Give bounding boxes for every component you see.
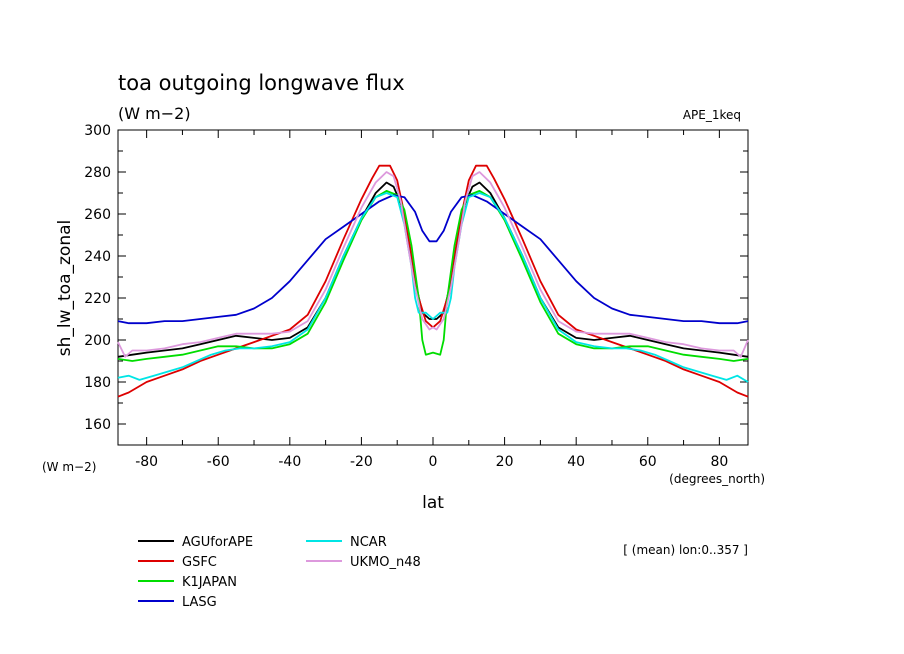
series-line-aguforape: [117, 181, 749, 358]
legend-label-lasg: LASG: [182, 595, 217, 610]
legend-label-ncar: NCAR: [350, 535, 387, 550]
y-tick-label: 180: [84, 375, 111, 391]
series-line-ncar: [117, 192, 749, 383]
legend-label-k1japan: K1JAPAN: [182, 575, 237, 590]
x-tick-label: -40: [278, 454, 301, 470]
plot-frame: [117, 129, 749, 446]
series-line-gsfc: [117, 164, 749, 398]
x-tick-label: 20: [496, 454, 514, 470]
x-tick-label: 80: [710, 454, 728, 470]
x-tick-label: -80: [135, 454, 158, 470]
chart-title: toa outgoing longwave flux: [118, 71, 405, 95]
x-tick-label: 60: [639, 454, 657, 470]
y-tick-label: 300: [84, 123, 111, 139]
y-tick-label: 260: [84, 207, 111, 223]
y-tick-label: 220: [84, 291, 111, 307]
y-axis-units: (W m−2): [42, 460, 96, 474]
series-line-lasg: [117, 194, 749, 325]
x-tick-label: 40: [567, 454, 585, 470]
series-line-k1japan: [117, 189, 749, 362]
chart-subtitle: (W m−2): [118, 104, 191, 123]
y-tick-label: 240: [84, 249, 111, 265]
y-axis-label: sh_lw_toa_zonal: [55, 220, 75, 356]
x-axis: -80 -60 -40 -20 0 20 40 60 80: [135, 130, 728, 470]
legend-label-gsfc: GSFC: [182, 555, 217, 570]
x-axis-label: lat: [422, 493, 444, 513]
legend-label-ukmo-n48: UKMO_n48: [350, 555, 421, 570]
experiment-label: APE_1keq: [683, 108, 741, 122]
x-tick-label: 0: [429, 454, 438, 470]
x-tick-label: -60: [207, 454, 230, 470]
x-axis-units: (degrees_north): [669, 472, 765, 486]
y-tick-label: 280: [84, 165, 111, 181]
y-axis: 160 180 200 220 240 260 280 300: [84, 123, 748, 446]
legend: AGUforAPE GSFC K1JAPAN LASG NCAR UKMO_n48: [138, 535, 421, 610]
series-lines: [117, 164, 749, 398]
y-tick-label: 200: [84, 333, 111, 349]
x-tick-label: -20: [350, 454, 373, 470]
legend-label-aguforape: AGUforAPE: [182, 535, 253, 550]
series-line-ukmo-n48: [117, 171, 749, 358]
annotation: [ (mean) lon:0..357 ]: [623, 543, 748, 557]
y-tick-label: 160: [84, 417, 111, 433]
